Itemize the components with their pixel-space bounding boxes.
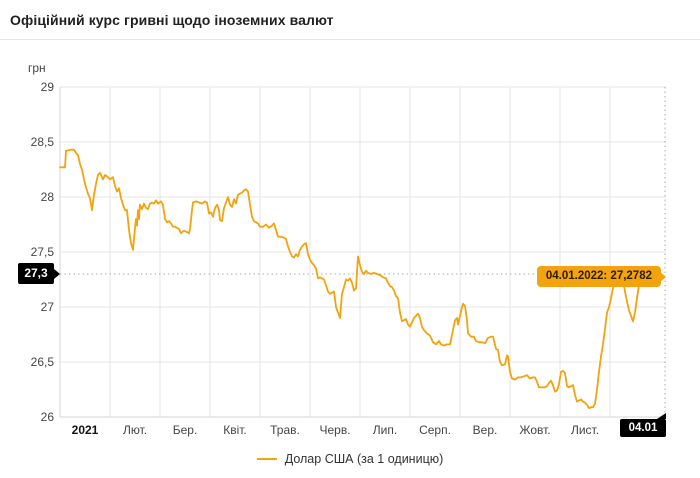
marker-arrow-right-icon	[54, 268, 60, 279]
y-tick-label: 26,5	[30, 355, 54, 369]
y-tick-label: 26	[40, 410, 54, 424]
x-date-marker-label: 04.01	[628, 422, 658, 434]
tooltip-arrow-right-icon	[660, 271, 666, 282]
y-tick-label: 28	[40, 190, 54, 204]
x-date-marker: 04.01	[620, 413, 666, 437]
y-tick-label: 27,5	[30, 245, 54, 259]
marker-notch-up-icon	[657, 413, 666, 419]
x-tick-label: Серп.	[419, 423, 451, 437]
y-tick-label: 29	[40, 80, 54, 94]
x-tick-label: 2021	[71, 423, 99, 437]
x-tick-label: Трав.	[270, 423, 300, 437]
header: Офіційний курс гривні щодо іноземних вал…	[0, 0, 700, 40]
y-value-marker-label: 27,3	[24, 266, 48, 280]
tooltip-text: 04.01.2022: 27,2782	[545, 270, 652, 282]
x-tick-label: Лист.	[570, 423, 600, 437]
legend-label: Долар США (за 1 одиницю)	[284, 452, 444, 466]
y-tick-label: 27	[40, 300, 54, 314]
x-tick-label: Квіт.	[223, 423, 247, 437]
legend[interactable]: Долар США (за 1 одиницю)	[0, 452, 700, 466]
x-tick-label: Вер.	[472, 423, 498, 437]
chart-tooltip: 04.01.2022: 27,2782	[536, 266, 666, 287]
x-tick-label: Бер.	[172, 423, 198, 437]
x-tick-label: Лют.	[122, 423, 148, 437]
y-axis-unit-label: грн	[28, 61, 46, 75]
page-title: Офіційний курс гривні щодо іноземних вал…	[10, 11, 334, 28]
x-tick-label: Черв.	[319, 423, 351, 437]
x-tick-label: Лип.	[372, 423, 398, 437]
legend-line-swatch	[256, 458, 277, 460]
y-value-marker: 27,3	[18, 263, 60, 284]
x-tick-label: Жовт.	[519, 423, 551, 437]
y-tick-label: 28,5	[30, 135, 54, 149]
